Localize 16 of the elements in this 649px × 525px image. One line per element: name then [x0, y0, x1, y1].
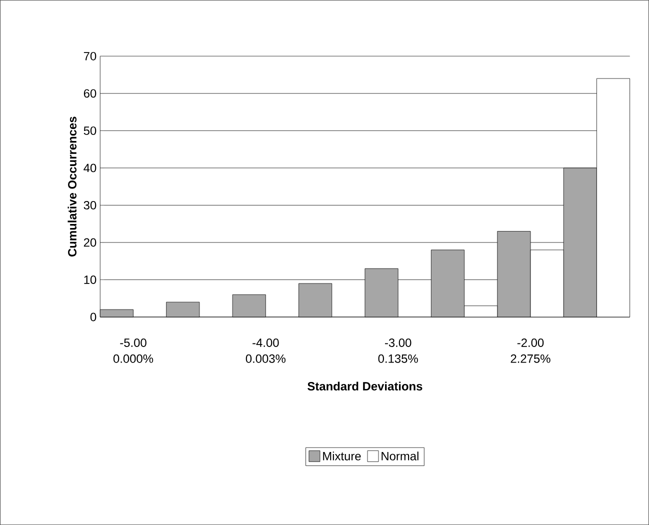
y-axis-title: Cumulative Occurrences — [68, 116, 76, 256]
x-axis-title: Standard Deviations — [308, 382, 422, 390]
x-tick-label: -5.00 0.000% — [113, 338, 154, 363]
x-tick-label: -2.00 2.275% — [510, 338, 550, 363]
y-tick-label: 20 — [84, 238, 96, 247]
x-tick-label: -4.00 0.003% — [246, 338, 286, 363]
y-tick-label: 10 — [84, 275, 96, 284]
y-tick-label: 60 — [84, 89, 96, 98]
y-tick-label: 0 — [90, 312, 96, 322]
y-tick-label: 30 — [84, 200, 96, 210]
legend-label: Normal — [382, 452, 418, 460]
y-tick-label: 40 — [84, 164, 96, 172]
y-tick-label: 50 — [84, 126, 96, 135]
legend-label: Mixture — [323, 452, 361, 460]
y-tick-label: 70 — [84, 52, 96, 60]
x-tick-label: -3.00 0.135% — [378, 338, 418, 363]
